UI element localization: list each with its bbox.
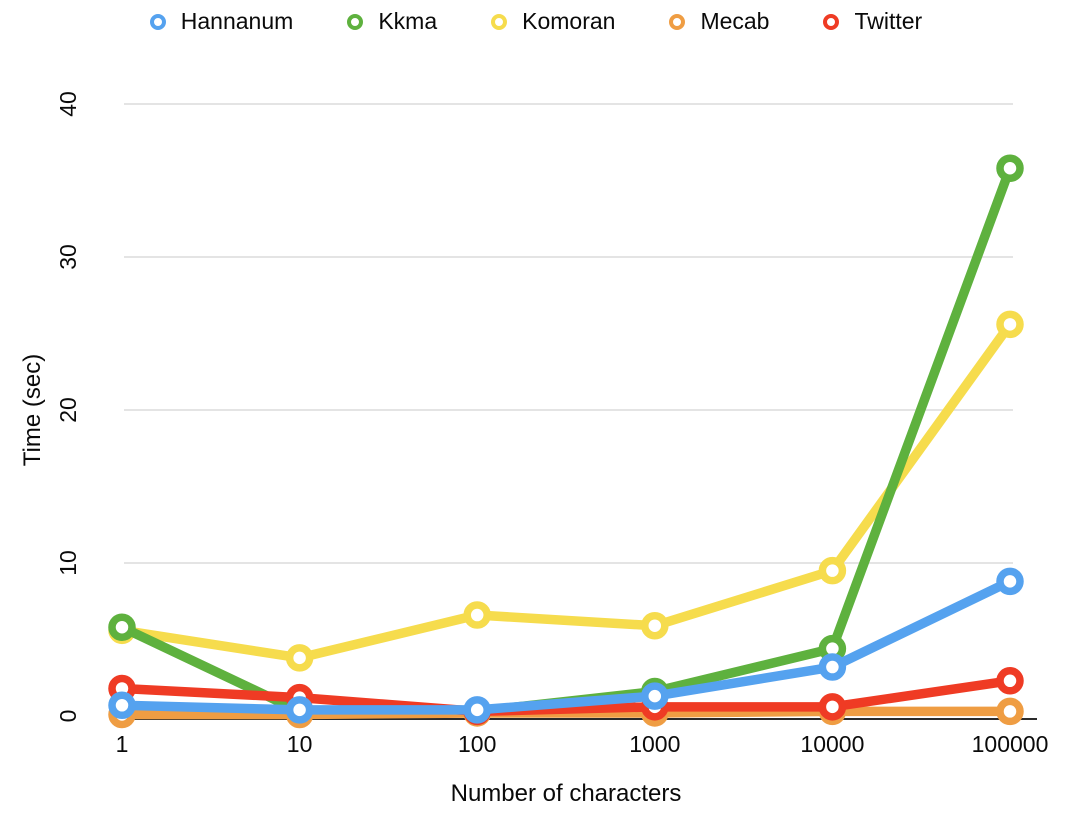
x-axis-tick-labels: 1 10 100 1000 10000 100000 [116, 731, 1049, 757]
legend-label-mecab: Mecab [700, 8, 770, 34]
legend-label-kkma: Kkma [378, 8, 438, 34]
chart-legend: Hannanum Kkma Komoran Mecab Twitter [0, 8, 1072, 35]
gridlines [124, 103, 1013, 564]
y-tick-label-10: 10 [55, 550, 81, 576]
y-axis-tick-labels: 0 10 20 30 40 [55, 91, 81, 722]
legend-item-mecab: Mecab [669, 8, 769, 35]
x-tick-label-100000: 100000 [972, 731, 1049, 757]
legend-label-twitter: Twitter [854, 8, 923, 34]
legend-item-komoran: Komoran [491, 8, 615, 35]
komoran-ring-marker-icon [491, 13, 508, 30]
mecab-ring-marker-icon [669, 13, 686, 30]
legend-label-hannanum: Hannanum [180, 8, 294, 34]
twitter-ring-marker-icon [823, 13, 840, 30]
hannanum-ring-marker-icon [149, 13, 166, 30]
kkma-ring-marker-icon [347, 13, 364, 30]
legend-label-komoran: Komoran [522, 8, 616, 34]
y-axis-title: Time (sec) [19, 354, 46, 466]
y-tick-label-20: 20 [55, 397, 81, 423]
series-lines [108, 154, 1024, 729]
x-tick-label-10000: 10000 [800, 731, 864, 757]
x-tick-label-1000: 1000 [629, 731, 680, 757]
x-tick-label-1: 1 [116, 731, 129, 757]
y-tick-label-40: 40 [55, 91, 81, 117]
legend-item-kkma: Kkma [347, 8, 437, 35]
x-tick-label-100: 100 [458, 731, 496, 757]
y-tick-label-0: 0 [55, 710, 81, 723]
x-axis-title: Number of characters [451, 780, 682, 807]
legend-item-hannanum: Hannanum [149, 8, 294, 35]
legend-item-twitter: Twitter [823, 8, 922, 35]
x-tick-label-10: 10 [287, 731, 313, 757]
y-tick-label-30: 30 [55, 244, 81, 270]
